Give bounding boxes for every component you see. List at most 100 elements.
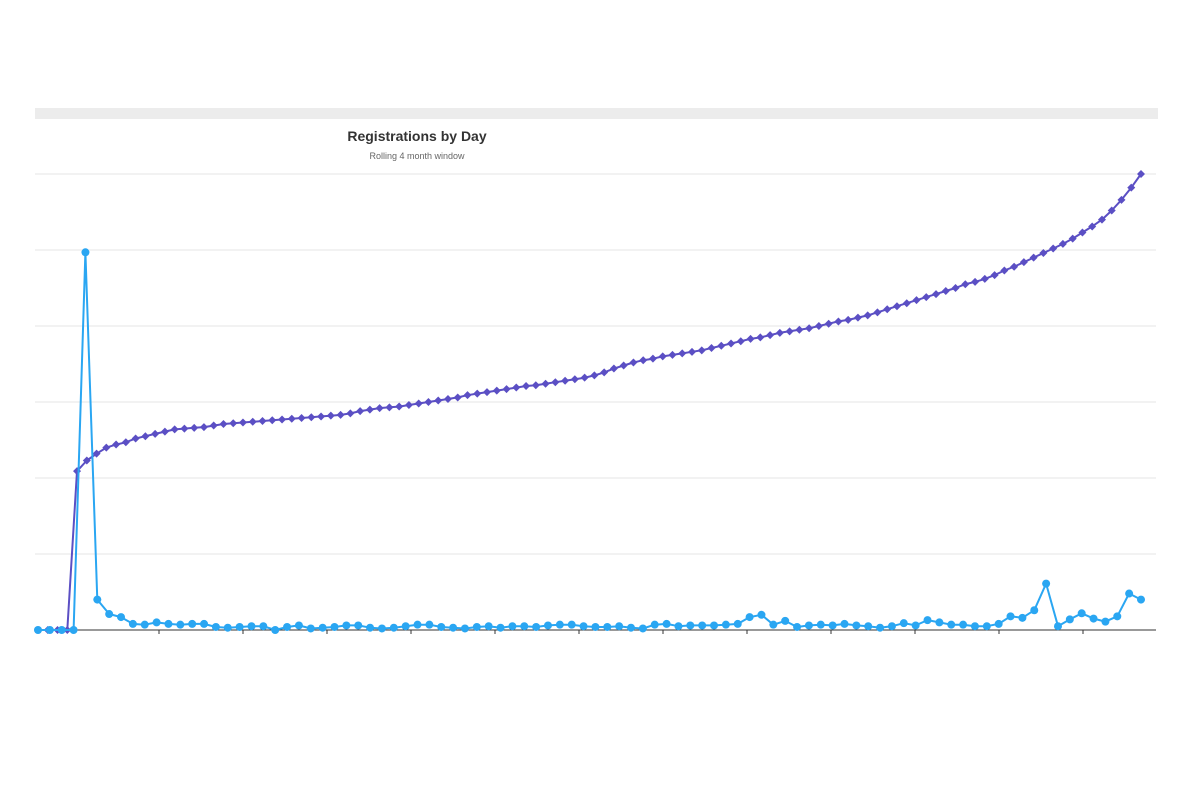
data-point <box>941 287 950 296</box>
data-point <box>34 626 42 634</box>
data-point <box>437 622 446 631</box>
data-point <box>648 354 657 363</box>
data-point <box>141 432 150 441</box>
data-point <box>814 322 823 330</box>
data-point <box>502 385 511 394</box>
data-point <box>385 403 394 412</box>
data-point <box>1127 183 1136 192</box>
data-point <box>105 610 114 619</box>
data-point <box>512 383 521 392</box>
data-point <box>769 620 778 629</box>
data-point <box>1089 614 1098 623</box>
data-point <box>543 621 552 630</box>
data-point <box>793 622 802 631</box>
data-point <box>473 389 482 398</box>
data-point <box>434 396 443 405</box>
data-point <box>650 620 659 629</box>
data-point <box>92 449 101 458</box>
data-point <box>721 620 730 629</box>
data-point <box>238 418 247 427</box>
data-point <box>686 621 695 630</box>
data-point <box>600 368 609 377</box>
data-point <box>840 619 849 628</box>
data-point <box>639 356 648 365</box>
chart-title: Registrations by Day <box>347 128 487 144</box>
data-point <box>579 622 588 631</box>
data-point <box>1101 617 1110 626</box>
data-point <box>828 621 837 630</box>
data-point <box>532 622 541 631</box>
data-point <box>318 623 327 632</box>
data-point <box>757 610 766 619</box>
grid-lines <box>35 173 1156 555</box>
data-point <box>219 420 228 429</box>
data-point <box>342 621 351 630</box>
data-point <box>258 417 267 425</box>
data-point <box>1137 595 1145 604</box>
data-point <box>876 623 885 632</box>
data-point <box>531 381 540 390</box>
data-point <box>283 622 292 631</box>
data-point <box>932 290 941 299</box>
data-point <box>112 440 121 449</box>
data-point <box>982 622 991 631</box>
chart-subtitle: Rolling 4 month window <box>369 151 465 161</box>
data-point <box>745 613 754 622</box>
data-point <box>294 621 303 630</box>
data-point <box>259 622 268 631</box>
data-point <box>200 619 209 628</box>
data-point <box>899 619 908 628</box>
data-point <box>1000 266 1009 275</box>
data-point <box>306 624 315 633</box>
data-point <box>980 274 989 283</box>
data-point <box>199 423 208 432</box>
data-point <box>902 299 911 308</box>
data-point <box>766 331 775 340</box>
data-point <box>603 622 612 631</box>
data-point <box>164 619 173 628</box>
data-point <box>81 248 90 257</box>
data-point <box>356 407 365 416</box>
data-point <box>389 623 398 632</box>
data-point <box>326 411 335 420</box>
data-point <box>522 382 531 391</box>
data-point <box>590 371 599 380</box>
data-point <box>990 271 999 280</box>
data-point <box>247 622 256 631</box>
data-point <box>678 349 687 358</box>
data-point <box>209 421 218 430</box>
data-point <box>1030 606 1039 615</box>
data-point <box>365 405 374 414</box>
data-point <box>805 324 814 333</box>
data-point <box>128 619 137 628</box>
data-point <box>449 623 458 632</box>
data-point <box>785 327 794 336</box>
data-point <box>736 337 745 346</box>
data-point <box>1018 613 1027 622</box>
data-point <box>662 619 671 628</box>
data-point <box>297 413 306 422</box>
data-point <box>424 398 433 406</box>
data-point <box>278 415 287 424</box>
data-point <box>994 619 1003 628</box>
data-point <box>609 364 618 373</box>
data-point <box>717 341 726 350</box>
data-point <box>1097 215 1106 224</box>
data-point <box>1137 170 1145 178</box>
data-point <box>698 621 707 630</box>
data-point <box>287 414 296 423</box>
data-point <box>947 620 956 629</box>
data-point <box>1117 195 1126 204</box>
data-point <box>627 623 636 632</box>
data-point <box>1088 222 1097 231</box>
data-point <box>336 410 345 419</box>
data-point <box>1068 234 1077 243</box>
data-point <box>970 622 979 631</box>
data-point <box>619 361 628 370</box>
data-point <box>923 616 932 625</box>
data-point <box>377 624 386 633</box>
data-point <box>804 621 813 630</box>
data-point <box>733 619 742 628</box>
data-point <box>852 621 861 630</box>
